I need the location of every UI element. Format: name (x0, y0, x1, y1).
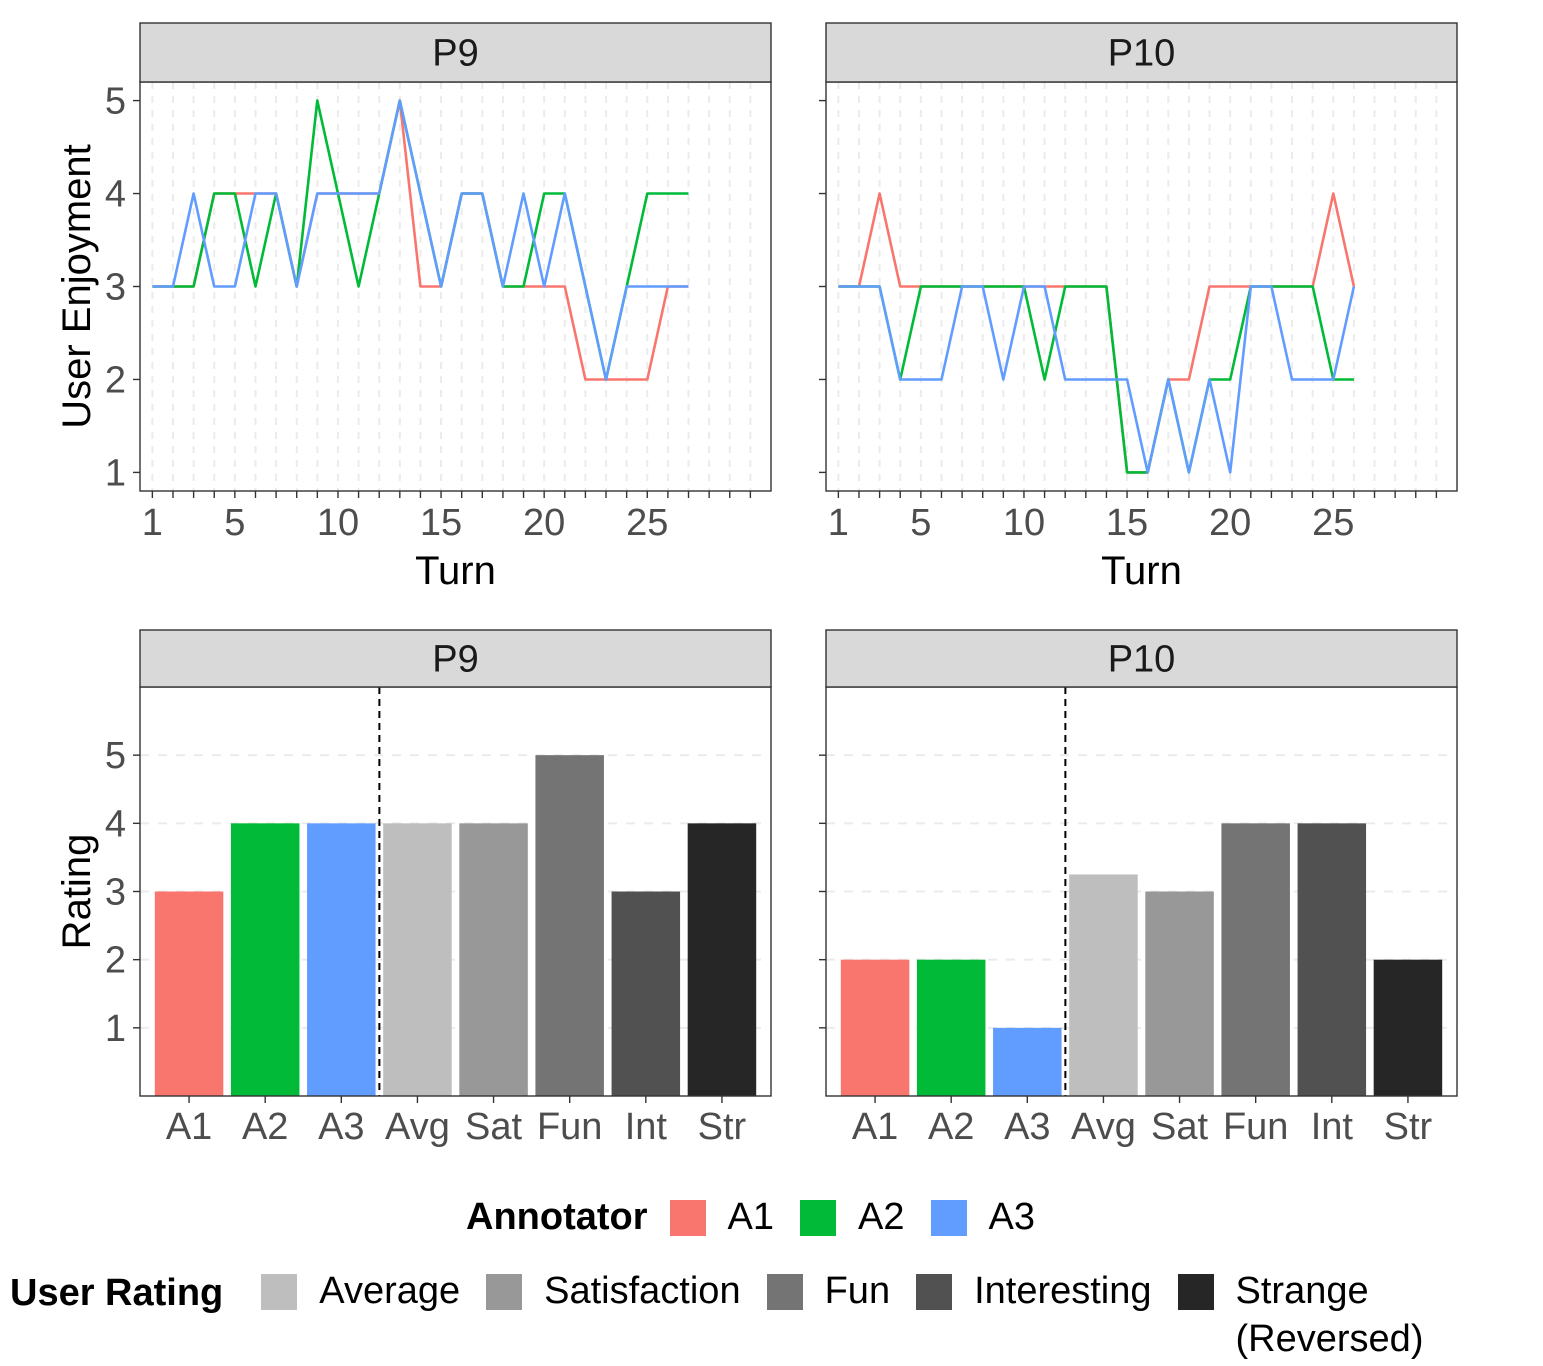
facet-strip-background (825, 22, 1458, 83)
y-tick-label: 1 (105, 1008, 126, 1050)
bar-a1 (154, 891, 224, 1096)
facet-strip-p9: P9 (139, 22, 772, 83)
x-axis-title: Turn (415, 549, 496, 593)
x-tick-label: Fun (1223, 1106, 1288, 1148)
x-axis-title: Turn (1101, 549, 1182, 593)
y-tick-label: 3 (105, 267, 126, 309)
bar-int (611, 891, 681, 1096)
x-tick-label: Int (1311, 1106, 1354, 1148)
legend-label-a1: A1 (727, 1196, 775, 1238)
bar-panel-p9: A1 A2 A3 Avg Sat Fun Int Str 1 2 3 4 5 Rating (55, 686, 772, 1148)
y-tick-label: 4 (105, 803, 126, 845)
x-tick-label: 10 (317, 502, 359, 544)
x-tick-label: A1 (166, 1106, 212, 1148)
x-tick-label: 1 (828, 502, 849, 544)
y-tick-label: 5 (105, 81, 126, 123)
x-tick-label: Fun (537, 1106, 602, 1148)
bar-str (1373, 959, 1443, 1096)
facet-strip-label: P10 (1108, 33, 1176, 75)
facet-strip-p9: P9 (139, 629, 772, 688)
bar-str (687, 823, 757, 1096)
facet-strip-label: P10 (1108, 639, 1176, 681)
legend-label-fun: Fun (824, 1270, 891, 1312)
legend-label-satisfaction: Satisfaction (544, 1270, 741, 1312)
legend-swatch-average (261, 1274, 298, 1310)
facet-strip-background (825, 629, 1458, 688)
x-tick-label: 15 (1106, 502, 1148, 544)
x-tick-label: 20 (523, 502, 565, 544)
series-line-a1 (152, 99, 689, 381)
y-tick-label: 5 (105, 735, 126, 777)
bar-a2 (916, 959, 986, 1096)
facet-strip-background (139, 629, 772, 688)
x-tick-label: Avg (385, 1106, 450, 1148)
x-tick-label: 20 (1209, 502, 1251, 544)
bar-fun (1221, 823, 1290, 1096)
y-tick-label: 3 (105, 872, 126, 914)
bar-a2 (230, 823, 300, 1096)
x-tick-label: A2 (242, 1106, 288, 1148)
bar-sat (459, 823, 528, 1096)
y-tick-label: 4 (105, 174, 126, 216)
facet-strip-label: P9 (432, 33, 478, 75)
legend-swatch-a2 (800, 1199, 837, 1236)
legend-label-average: Average (319, 1270, 461, 1312)
x-tick-label: Str (1384, 1106, 1433, 1148)
series-line-a1 (838, 192, 1356, 474)
y-tick-label: 1 (105, 452, 126, 494)
bar-avg (383, 823, 452, 1096)
legend-swatch-satisfaction (486, 1274, 523, 1310)
bar-panel-p10: A1 A2 A3 Avg Sat Fun Int Str (819, 686, 1458, 1148)
bar-int (1297, 823, 1367, 1096)
series-line-a3 (152, 99, 689, 381)
annotator-legend-title: Annotator (466, 1196, 648, 1238)
y-axis-title: User Enjoyment (55, 144, 99, 429)
x-tick-label: A3 (318, 1106, 364, 1148)
facet-strip-p10: P10 (825, 629, 1458, 688)
legend-swatch-strange-reversed (1177, 1274, 1214, 1310)
legend-label-strange-reversed: Strange (Reversed) (1235, 1270, 1424, 1360)
legend-label-interesting: Interesting (974, 1270, 1152, 1312)
bar-a3 (993, 1027, 1062, 1096)
x-tick-label: 5 (224, 502, 245, 544)
legend-swatch-fun (766, 1274, 803, 1310)
facet-strip-label: P9 (432, 639, 478, 681)
bar-fun (535, 755, 604, 1096)
legend-label-a2: A2 (858, 1196, 905, 1238)
legend-label-a3: A3 (988, 1196, 1035, 1238)
series-line-a3 (838, 285, 1356, 474)
legend-swatch-interesting (916, 1274, 953, 1310)
x-tick-label: Sat (465, 1106, 522, 1148)
y-tick-label: 2 (105, 359, 126, 401)
user-rating-legend: User Rating Average Satisfaction Fun Int… (10, 1270, 1423, 1363)
x-tick-label: 5 (910, 502, 931, 544)
x-tick-label: Avg (1071, 1106, 1136, 1148)
bar-avg (1069, 874, 1138, 1096)
annotator-legend: Annotator A1 A2 A3 (466, 1196, 1061, 1239)
x-tick-label: 15 (420, 502, 462, 544)
bar-a3 (307, 823, 376, 1096)
y-axis-title: Rating (55, 834, 99, 950)
x-tick-label: Str (698, 1106, 747, 1148)
x-tick-label: 25 (1312, 502, 1354, 544)
y-tick-label: 2 (105, 940, 126, 982)
x-tick-label: Int (625, 1106, 668, 1148)
x-tick-label: 25 (626, 502, 668, 544)
legend-swatch-a3 (930, 1199, 967, 1236)
x-tick-label: 10 (1003, 502, 1045, 544)
bar-a1 (840, 959, 910, 1096)
x-tick-label: A3 (1004, 1106, 1050, 1148)
facet-strip-background (139, 22, 772, 83)
user-rating-legend-title: User Rating (10, 1272, 224, 1314)
x-tick-label: Sat (1151, 1106, 1208, 1148)
x-tick-label: A1 (852, 1106, 898, 1148)
x-tick-label: 1 (142, 502, 163, 544)
facet-strip-p10: P10 (825, 22, 1458, 83)
x-tick-label: A2 (928, 1106, 974, 1148)
legend-swatch-a1 (669, 1199, 706, 1236)
bar-sat (1145, 891, 1214, 1096)
